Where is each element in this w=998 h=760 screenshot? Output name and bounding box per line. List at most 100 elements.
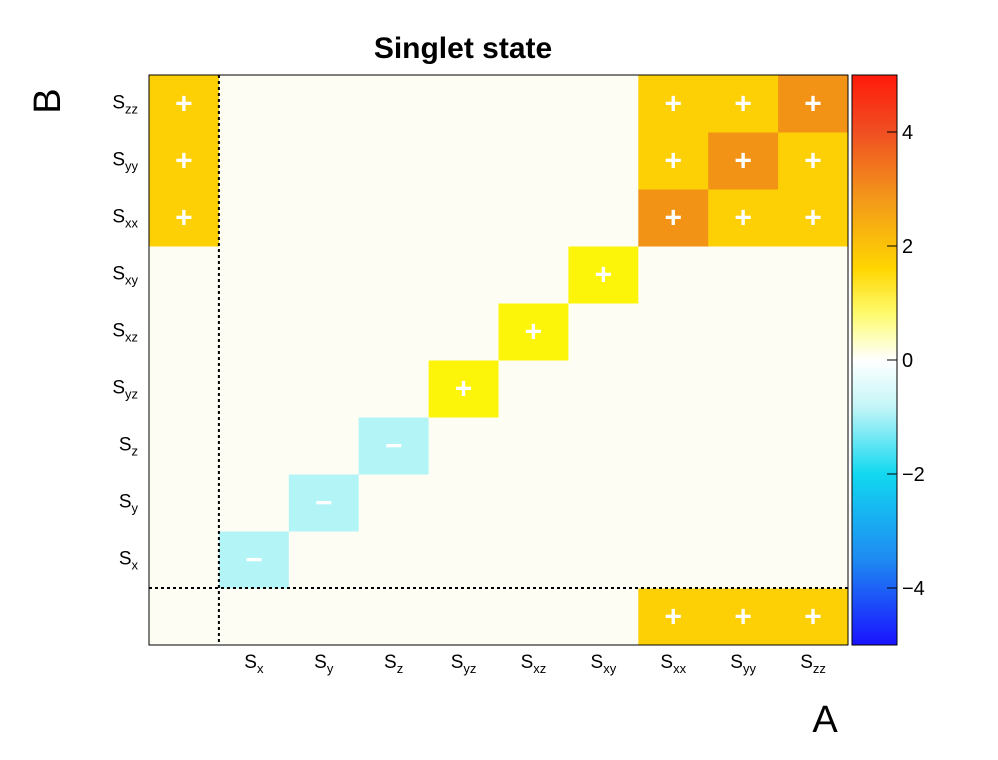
heatmap-cell bbox=[218, 474, 290, 532]
y-tick-label: Sxy bbox=[112, 264, 138, 288]
heatmap-cell bbox=[638, 75, 709, 133]
heatmap-cell bbox=[778, 531, 849, 589]
heatmap-cell bbox=[428, 417, 499, 475]
heatmap-cell bbox=[638, 474, 709, 532]
x-tick-label: Syy bbox=[730, 652, 756, 676]
cell-sign-label: + bbox=[804, 202, 822, 235]
plot-frame bbox=[148, 74, 849, 646]
cell-sign-label: + bbox=[664, 88, 682, 121]
heatmap-cell bbox=[358, 189, 430, 247]
cell-sign-label: − bbox=[245, 544, 263, 577]
colorbar-tick-label: −4 bbox=[902, 578, 925, 600]
heatmap-cell bbox=[288, 132, 360, 190]
heatmap-cell bbox=[638, 588, 709, 646]
heatmap-cell bbox=[218, 360, 290, 418]
heatmap-cell bbox=[149, 303, 220, 361]
heatmap-cell bbox=[778, 588, 849, 646]
heatmap-cell bbox=[358, 588, 430, 646]
heatmap-cell bbox=[638, 246, 709, 304]
heatmap-cell bbox=[428, 246, 499, 304]
heatmap-cell bbox=[498, 189, 569, 247]
heatmap-cell bbox=[708, 417, 779, 475]
y-tick-label: Szz bbox=[112, 93, 138, 117]
signs-layer: + + + − − − + + + + + + + + + + + + + + + bbox=[175, 88, 822, 634]
cell-sign-label: − bbox=[315, 487, 333, 520]
cell-sign-label: + bbox=[175, 145, 193, 178]
colorbar-tick-label: −2 bbox=[902, 464, 925, 486]
heatmap-cell bbox=[778, 474, 849, 532]
y-tick-label: Sxz bbox=[112, 321, 138, 345]
heatmap-cell bbox=[358, 417, 430, 475]
heatmap-cell bbox=[358, 75, 430, 133]
heatmap-cell bbox=[288, 189, 360, 247]
heatmap-cell bbox=[149, 474, 220, 532]
heatmap-cell bbox=[778, 75, 849, 133]
heatmap-cell bbox=[778, 246, 849, 304]
heatmap-cell bbox=[498, 132, 569, 190]
cell-sign-label: − bbox=[385, 430, 403, 463]
cell-sign-label: + bbox=[734, 88, 752, 121]
heatmap-cell bbox=[568, 474, 639, 532]
heatmap-cell bbox=[149, 132, 220, 190]
heatmap-cell bbox=[218, 189, 290, 247]
heatmap-cell bbox=[358, 132, 430, 190]
cell-sign-label: + bbox=[664, 145, 682, 178]
heatmap-cell bbox=[288, 246, 360, 304]
heatmap-cell bbox=[498, 303, 569, 361]
heatmap-cell bbox=[428, 474, 499, 532]
y-tick-label: Sx bbox=[119, 549, 139, 573]
cell-sign-label: + bbox=[804, 145, 822, 178]
y-tick-label: Sxx bbox=[112, 207, 138, 231]
cell-sign-label: + bbox=[175, 202, 193, 235]
heatmap-cell bbox=[428, 75, 499, 133]
cell-sign-label: + bbox=[664, 202, 682, 235]
heatmap-cell bbox=[708, 531, 779, 589]
heatmap-cell bbox=[498, 360, 569, 418]
cell-sign-label: + bbox=[734, 145, 752, 178]
heatmap-cell bbox=[708, 360, 779, 418]
heatmap-cell bbox=[149, 189, 220, 247]
x-tick-label: Sx bbox=[244, 652, 264, 676]
colorbar-tick-label: 0 bbox=[902, 350, 913, 372]
heatmap-cell bbox=[218, 75, 290, 133]
heatmap-cell bbox=[358, 246, 430, 304]
heatmap-cell bbox=[288, 303, 360, 361]
heatmap-cell bbox=[358, 531, 430, 589]
cell-sign-label: + bbox=[664, 601, 682, 634]
heatmap-cell bbox=[358, 474, 430, 532]
cell-sign-label: + bbox=[734, 202, 752, 235]
heatmap-cell bbox=[638, 417, 709, 475]
cell-sign-label: + bbox=[734, 601, 752, 634]
heatmap-cell bbox=[568, 531, 639, 589]
heatmap-cell bbox=[708, 75, 779, 133]
cell-sign-label: + bbox=[595, 259, 613, 292]
heatmap-cell bbox=[149, 531, 220, 589]
heatmap-cell bbox=[498, 417, 569, 475]
heatmap-cell bbox=[568, 588, 639, 646]
heatmap-cell bbox=[708, 246, 779, 304]
heatmap-cell bbox=[428, 360, 499, 418]
heatmap-cell bbox=[638, 303, 709, 361]
heatmap-cell bbox=[288, 588, 360, 646]
heatmap-cell bbox=[218, 246, 290, 304]
x-tick-label: Syz bbox=[451, 652, 477, 676]
x-tick-label: Szz bbox=[800, 652, 826, 676]
heatmap-cell bbox=[428, 303, 499, 361]
heatmap-cell bbox=[498, 246, 569, 304]
heatmap-cell bbox=[498, 531, 569, 589]
heatmap-cell bbox=[638, 360, 709, 418]
y-tick-label: Sz bbox=[119, 435, 138, 459]
y-tick-labels: Sx Sy Sz Syz Sxz Sxy Sxx Syy Szz bbox=[112, 93, 138, 573]
heatmap-cell bbox=[638, 132, 709, 190]
heatmap-cell bbox=[498, 75, 569, 133]
heatmap-cell bbox=[498, 474, 569, 532]
heatmap-cell bbox=[428, 132, 499, 190]
heatmap-cell bbox=[428, 588, 499, 646]
heatmap-cell bbox=[708, 474, 779, 532]
x-tick-labels: Sx Sy Sz Syz Sxz Sxy Sxx Syy Szz bbox=[244, 652, 826, 676]
heatmap-cell bbox=[149, 246, 220, 304]
heatmap-cell bbox=[708, 303, 779, 361]
heatmap-cell bbox=[428, 531, 499, 589]
heatmap-cell bbox=[288, 360, 360, 418]
x-axis-title: A bbox=[812, 699, 838, 741]
